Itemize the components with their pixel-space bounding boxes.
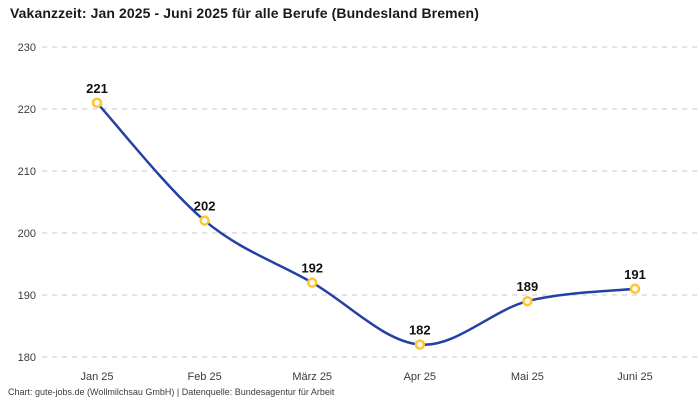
data-point-marker[interactable] (306, 277, 318, 288)
data-point-marker[interactable] (629, 283, 641, 295)
x-axis-tick-label: Juni 25 (617, 371, 652, 383)
y-axis-tick-label: 200 (18, 228, 36, 240)
data-point-marker[interactable] (414, 339, 426, 350)
x-axis-tick-label: Feb 25 (187, 371, 221, 383)
y-axis-tick-label: 210 (18, 166, 36, 178)
y-axis-tick-label: 180 (18, 352, 36, 364)
y-axis-tick-label: 230 (18, 42, 36, 54)
y-axis-tick-label: 190 (18, 290, 36, 302)
data-point-label: 221 (86, 81, 108, 96)
data-point-label: 189 (517, 279, 539, 294)
chart-title: Vakanzzeit: Jan 2025 - Juni 2025 für all… (10, 5, 479, 21)
data-point-label: 191 (624, 267, 646, 282)
data-point-marker[interactable] (199, 215, 210, 226)
data-point-label: 182 (409, 323, 431, 338)
data-point-marker[interactable] (522, 295, 533, 307)
x-axis-tick-label: März 25 (292, 371, 332, 383)
data-point-marker[interactable] (91, 97, 103, 109)
data-point-label: 192 (301, 261, 323, 276)
x-axis-tick-label: Apr 25 (404, 371, 436, 383)
x-axis-tick-label: Mai 25 (511, 371, 544, 383)
y-axis-tick-label: 220 (18, 104, 36, 116)
data-point-label: 202 (194, 199, 216, 214)
x-axis-tick-label: Jan 25 (80, 371, 113, 383)
series-line (95, 101, 637, 346)
chart-credit: Chart: gute-jobs.de (Wollmilchsau GmbH) … (8, 387, 335, 397)
